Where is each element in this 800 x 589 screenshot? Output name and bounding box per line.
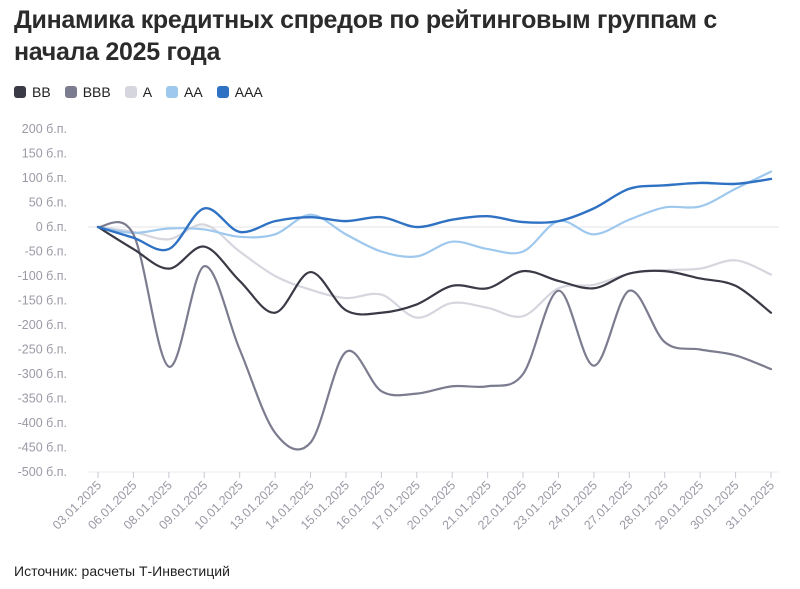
legend-swatch-a <box>124 86 137 98</box>
y-tick-label: -150 б.п. <box>18 294 67 308</box>
legend-swatch-bb <box>14 86 26 98</box>
legend-swatch-bbb <box>64 86 77 98</box>
legend-item-bb[interactable]: BB <box>14 84 51 100</box>
legend-label-aaa: AAA <box>234 84 263 100</box>
legend-label-aa: AA <box>184 84 203 100</box>
y-tick-label: -400 б.п. <box>18 416 67 430</box>
legend-item-aaa[interactable]: AAA <box>216 84 263 100</box>
y-tick-label: -500 б.п. <box>18 465 67 479</box>
y-tick-label: -250 б.п. <box>18 343 67 357</box>
series-line-bbb <box>96 221 773 451</box>
y-tick-label: -100 б.п. <box>18 269 67 283</box>
x-axis: 03.01.202506.01.202508.01.202509.01.2025… <box>50 471 779 532</box>
y-tick-label: -300 б.п. <box>18 367 67 381</box>
chart-title: Динамика кредитных спредов по рейтинговы… <box>14 6 717 66</box>
y-tick-label: 0 б.п. <box>36 220 67 234</box>
y-tick-label: 50 б.п. <box>29 196 67 210</box>
legend-label-bb: BB <box>32 84 51 100</box>
legend: BB BBB A AA AAA <box>14 84 263 100</box>
y-tick-label: -200 б.п. <box>18 318 67 332</box>
y-tick-label: -50 б.п. <box>25 245 67 259</box>
y-axis: 200 б.п. 150 б.п. 100 б.п. 50 б.п. 0 б.п. -50… <box>18 122 779 479</box>
series-lines <box>96 170 773 451</box>
source-note: Источник: расчеты Т-Инвестиций <box>14 563 230 579</box>
y-tick-label: 200 б.п. <box>22 122 67 136</box>
legend-swatch-aa <box>166 86 179 98</box>
legend-label-a: A <box>142 84 153 100</box>
legend-item-a[interactable]: A <box>124 84 153 100</box>
series-line-aa <box>96 170 773 258</box>
legend-label-bbb: BBB <box>82 84 111 100</box>
y-tick-label: -350 б.п. <box>18 392 67 406</box>
y-tick-label: 150 б.п. <box>22 147 67 161</box>
series-line-bb <box>96 225 773 316</box>
legend-swatch-aaa <box>216 86 229 98</box>
series-line-aaa <box>96 177 773 252</box>
legend-item-bbb[interactable]: BBB <box>64 84 111 100</box>
legend-item-aa[interactable]: AA <box>166 84 203 100</box>
y-tick-label: -450 б.п. <box>18 441 67 455</box>
y-tick-label: 100 б.п. <box>22 171 67 185</box>
